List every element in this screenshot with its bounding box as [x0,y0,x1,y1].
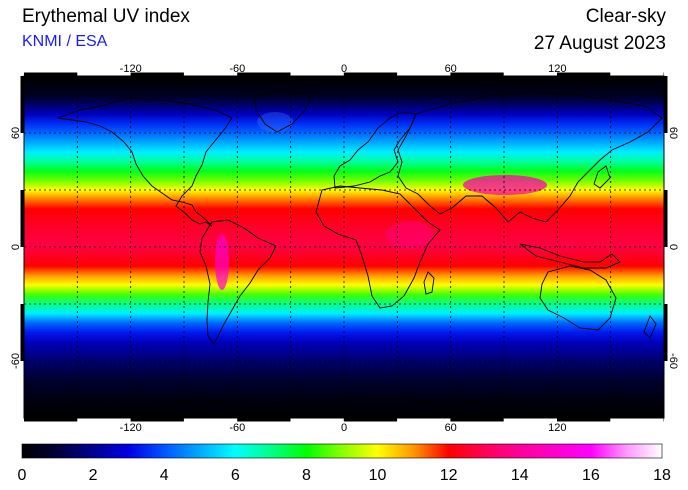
lon-labels-top: -120 -60 0 60 120 [120,63,567,75]
greenland-high [257,112,293,132]
andes-high-uv [215,234,229,290]
lat-label-right: 60 [667,127,679,139]
coast-australia [539,265,617,331]
lon-label-bottom: -60 [229,422,245,434]
coast-africa [315,185,441,309]
colorbar-tick-label: 10 [369,467,387,484]
colorbar-tick-label: 16 [582,467,600,484]
africa-high-uv [386,221,434,249]
colorbar-tick-label: 8 [302,467,311,484]
colorbar-tick-label: 12 [440,467,458,484]
lon-label-bottom: 120 [548,422,566,434]
coast-north-america [57,97,233,227]
coast-japan [593,165,611,189]
colorbar-tick-label: 2 [89,467,98,484]
lon-label-top: -60 [229,63,245,75]
lon-label-top: 60 [445,63,457,75]
colorbar-tick-label: 4 [160,467,169,484]
lat-labels-right: 60 0 -60 [667,127,679,369]
graticule [24,76,664,418]
lon-label-top: -120 [120,63,142,75]
coastlines [24,89,664,409]
colorbar [21,443,663,459]
lon-label-top: 0 [341,63,347,75]
lon-label-bottom: 60 [445,422,457,434]
frame-ticks [20,72,668,422]
colorbar-tick-label: 6 [231,467,240,484]
lat-label-right: 0 [667,244,679,250]
lon-label-bottom: -120 [120,422,142,434]
lat-label-left: 60 [10,127,22,139]
lat-labels-left: 60 0 -60 [10,127,22,369]
coast-indonesia [519,243,621,269]
coast-new-zealand [643,315,657,339]
coast-antarctica [24,397,664,409]
lat-label-right: -60 [667,353,679,369]
map-title: Erythemal UV index [22,6,190,27]
lon-labels-bottom: -120 -60 0 60 120 [120,422,567,434]
colorbar-tick-label: 18 [653,467,671,484]
map-frame [23,75,665,419]
coast-madagascar [423,271,435,295]
colorbar-tick-label: 0 [18,467,27,484]
coast-south-america [199,219,277,345]
colorbar-labels: 0 2 4 6 8 10 12 14 16 18 [18,467,671,484]
sky-condition-label: Clear-sky [585,6,666,27]
tibet-high-uv [463,175,547,195]
coast-greenland [254,89,313,133]
lat-label-left: -60 [10,353,22,369]
coast-asia [397,91,663,223]
lon-label-top: 120 [548,63,566,75]
date-label: 27 August 2023 [533,33,666,54]
credit-label: KNMI / ESA [22,33,108,50]
colorbar-tick-label: 14 [511,467,529,484]
lon-label-bottom: 0 [341,422,347,434]
lat-label-left: 0 [10,244,22,250]
